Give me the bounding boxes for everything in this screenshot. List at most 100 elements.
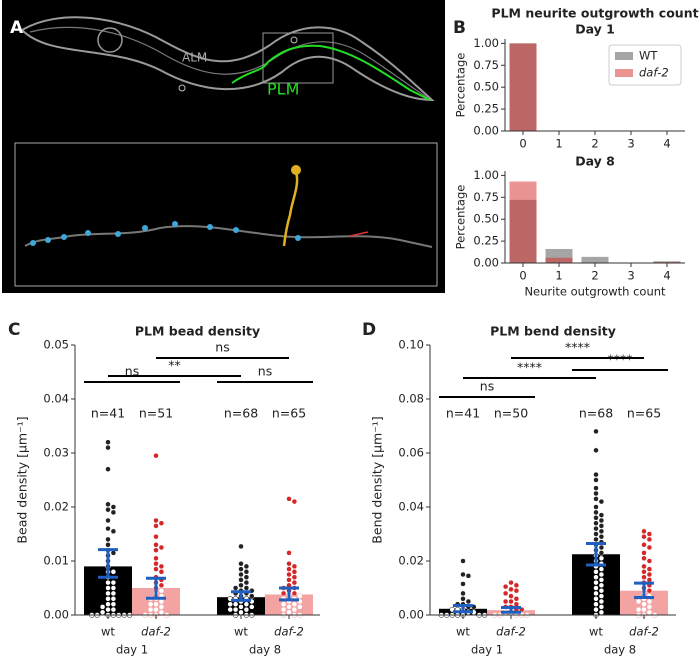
point <box>238 566 244 572</box>
point <box>508 598 514 605</box>
point <box>641 563 647 570</box>
legend-label: daf-2 <box>639 66 669 80</box>
significance-label: ns <box>480 379 494 394</box>
point <box>641 533 647 540</box>
y-tick-label: 0.50 <box>473 80 499 94</box>
x-tick-label: wt <box>456 625 470 639</box>
group-label: day 8 <box>249 643 281 657</box>
point <box>153 547 159 553</box>
point <box>158 587 165 594</box>
point <box>593 596 599 602</box>
y-tick-label: 0.25 <box>473 102 499 116</box>
point <box>593 601 599 607</box>
point <box>641 601 647 607</box>
point <box>291 606 298 613</box>
point <box>291 569 298 575</box>
point <box>243 585 250 591</box>
point <box>158 563 165 570</box>
point <box>227 606 233 613</box>
point <box>598 498 605 505</box>
point <box>641 542 647 548</box>
y-tick-label: 0.02 <box>398 554 424 568</box>
cell-body <box>290 36 298 44</box>
point <box>110 606 117 613</box>
panel-label: A <box>10 18 24 38</box>
point <box>646 571 653 578</box>
point <box>641 606 647 613</box>
y-tick-label: 0.10 <box>398 338 424 352</box>
worm-pharynx <box>97 27 123 53</box>
group-label: day 1 <box>116 643 148 657</box>
y-tick-label: 0.00 <box>43 608 69 622</box>
point <box>593 515 599 521</box>
n-label: n=51 <box>139 406 173 421</box>
n-label: n=41 <box>446 406 480 421</box>
point <box>502 598 509 605</box>
significance-label: **** <box>565 340 590 355</box>
point <box>105 536 111 543</box>
point <box>593 536 599 543</box>
point <box>286 609 292 616</box>
x-tick-label: 3 <box>627 137 634 151</box>
point <box>646 604 653 610</box>
x-tick-label: 2 <box>591 137 598 151</box>
y-tick-label: 0.06 <box>398 446 424 460</box>
point <box>232 601 239 607</box>
point <box>238 577 244 583</box>
point <box>105 585 111 591</box>
point <box>243 606 250 613</box>
n-label: n=65 <box>627 406 661 421</box>
y-tick-label: 0.00 <box>473 256 499 270</box>
point <box>598 593 605 599</box>
point <box>105 466 111 472</box>
x-tick-label: wt <box>101 625 115 639</box>
bar <box>509 181 537 263</box>
point <box>593 590 599 597</box>
point <box>153 606 159 613</box>
y-tick-label: 0.03 <box>43 446 69 460</box>
point <box>105 517 111 524</box>
point <box>598 582 605 589</box>
point <box>147 606 154 613</box>
suptitle: PLM neurite outgrowth count <box>491 6 698 21</box>
y-axis-label: Percentage <box>454 185 468 250</box>
point <box>291 590 298 597</box>
point <box>291 601 298 607</box>
point <box>297 604 303 610</box>
point <box>286 560 292 567</box>
point <box>593 585 599 591</box>
point <box>280 606 287 613</box>
y-tick-label: 0.50 <box>473 212 499 226</box>
outgrowth <box>282 171 299 247</box>
x-tick-label: wt <box>589 625 603 639</box>
point <box>598 555 605 562</box>
point <box>153 452 159 459</box>
point <box>110 590 117 597</box>
point <box>593 496 599 502</box>
alm-label: ALM <box>182 51 207 65</box>
point <box>291 574 298 580</box>
point <box>280 590 287 597</box>
point <box>153 533 159 540</box>
point <box>286 577 292 583</box>
point <box>238 560 244 567</box>
point <box>286 604 292 610</box>
point <box>238 582 244 589</box>
point <box>105 606 111 613</box>
point <box>646 587 653 594</box>
worm-outline <box>20 16 435 102</box>
point <box>153 560 159 567</box>
n-label: n=65 <box>272 406 306 421</box>
outgrowth-tip <box>291 165 301 175</box>
point <box>238 543 244 550</box>
point <box>110 509 117 516</box>
y-tick-label: 0.02 <box>43 500 69 514</box>
point <box>593 428 599 435</box>
x-tick-label: 1 <box>555 137 562 151</box>
point <box>460 558 466 564</box>
y-tick-label: 0.04 <box>398 500 424 514</box>
point <box>105 506 111 513</box>
point <box>598 571 605 578</box>
point <box>249 604 255 610</box>
point <box>227 601 233 607</box>
